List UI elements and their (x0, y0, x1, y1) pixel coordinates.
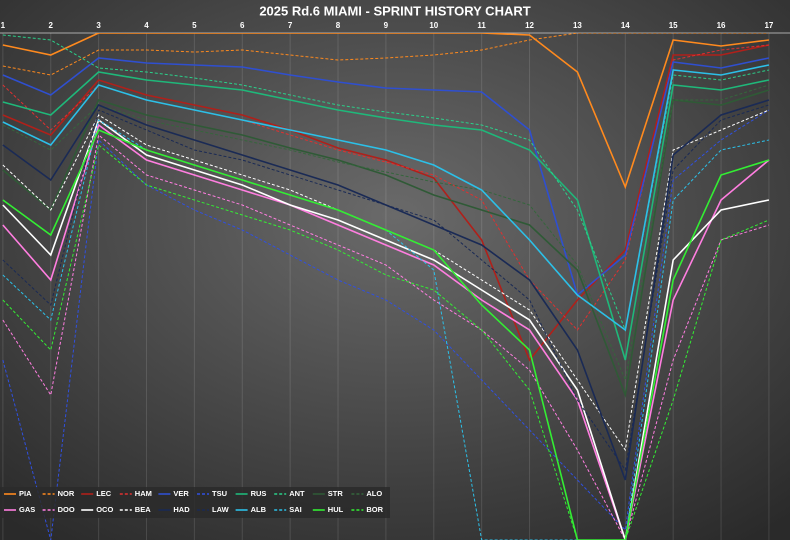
series-line (2, 128, 770, 540)
x-tick-label: 17 (764, 21, 773, 30)
x-tick-label: 3 (96, 21, 101, 30)
legend-label: OCO (96, 505, 113, 514)
legend-label: ALB (251, 505, 267, 514)
legend-label: STR (328, 489, 344, 498)
series-line (2, 89, 770, 399)
chart-title: 2025 Rd.6 MIAMI - SPRINT HISTORY CHART (259, 3, 530, 18)
x-tick-label: 8 (336, 21, 341, 30)
series-line (2, 99, 770, 481)
x-tick-label: 1 (1, 21, 6, 30)
legend-label: DOO (58, 505, 75, 514)
x-tick-label: 6 (240, 21, 245, 30)
legend-label: RUS (251, 489, 267, 498)
series-line (2, 134, 770, 540)
legend-box (0, 487, 390, 518)
x-tick-label: 15 (669, 21, 678, 30)
series-line (2, 104, 770, 472)
x-tick-label: 13 (573, 21, 582, 30)
legend-label: TSU (212, 489, 227, 498)
series-line (2, 64, 770, 332)
legend-label: SAI (289, 505, 302, 514)
series-line (2, 144, 770, 540)
legend-label: BEA (135, 505, 151, 514)
legend-label: NOR (58, 489, 75, 498)
series-line (2, 71, 770, 361)
x-tick-label: 7 (288, 21, 293, 30)
legend-label: VER (173, 489, 189, 498)
x-tick-label: 4 (144, 21, 149, 30)
legend-label: GAS (19, 505, 35, 514)
series-line (2, 123, 770, 540)
series-line (2, 57, 770, 297)
series-line (2, 109, 770, 540)
legend-label: PIA (19, 489, 32, 498)
legend-label: ALO (366, 489, 382, 498)
legend-label: LEC (96, 489, 112, 498)
x-tick-label: 9 (384, 21, 389, 30)
legend-label: LAW (212, 505, 230, 514)
x-tick-label: 2 (49, 21, 54, 30)
legend-label: HAD (173, 505, 190, 514)
x-tick-label: 14 (621, 21, 630, 30)
series-line (2, 33, 770, 190)
legend-label: HAM (135, 489, 152, 498)
legend-label: HUL (328, 505, 344, 514)
x-tick-label: 5 (192, 21, 197, 30)
x-tick-label: 12 (525, 21, 534, 30)
x-tick-label: 11 (477, 21, 486, 30)
legend-label: ANT (289, 489, 305, 498)
legend-label: BOR (366, 505, 383, 514)
x-tick-label: 16 (717, 21, 726, 30)
series-line (2, 33, 769, 76)
x-tick-label: 10 (429, 21, 438, 30)
series-line (2, 44, 770, 362)
